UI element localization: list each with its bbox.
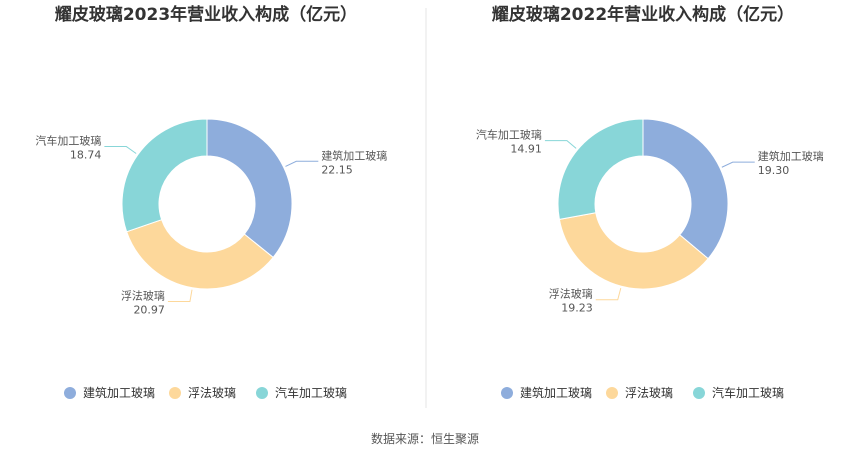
label-leader-line (285, 160, 319, 167)
slice-category-label: 汽车加工玻璃 (35, 134, 101, 148)
slice-value-label: 14.91 (510, 143, 542, 156)
chart-title-2022: 耀皮玻璃2022年营业收入构成（亿元） (492, 4, 794, 25)
legend-2022: 建筑加工玻璃 浮法玻璃 汽车加工玻璃 (501, 385, 784, 400)
legend-label[interactable]: 浮法玻璃 (188, 386, 236, 400)
legend-marker[interactable] (169, 387, 181, 399)
slice-category-label: 浮法玻璃 (549, 287, 593, 301)
slice-category-label: 浮法玻璃 (121, 289, 165, 303)
slice-category-label: 汽车加工玻璃 (476, 128, 542, 142)
slice-2023-0[interactable] (206, 118, 293, 259)
label-leader-line (104, 146, 137, 154)
slice-2023-1[interactable] (126, 219, 274, 290)
slice-2023-2[interactable] (121, 118, 208, 233)
legend-marker[interactable] (693, 387, 705, 399)
legend-2023: 建筑加工玻璃 浮法玻璃 汽车加工玻璃 (64, 385, 347, 400)
legend-marker[interactable] (256, 387, 268, 399)
legend-marker[interactable] (501, 387, 513, 399)
legend-label[interactable]: 汽车加工玻璃 (275, 385, 347, 400)
slice-value-label: 19.23 (561, 302, 593, 315)
slice-category-label: 建筑加工玻璃 (321, 148, 387, 162)
label-leader-line (595, 287, 622, 301)
legend-label[interactable]: 浮法玻璃 (625, 386, 673, 400)
legend-label[interactable]: 建筑加工玻璃 (520, 385, 592, 400)
legend-label[interactable]: 建筑加工玻璃 (83, 385, 155, 400)
slice-value-label: 18.74 (70, 149, 102, 162)
slice-value-label: 22.15 (321, 163, 353, 176)
slice-2022-2[interactable] (557, 118, 644, 220)
legend-marker[interactable] (606, 387, 618, 399)
slice-2022-1[interactable] (558, 212, 709, 290)
slice-category-label: 建筑加工玻璃 (758, 149, 824, 163)
legend-label[interactable]: 汽车加工玻璃 (712, 385, 784, 400)
slice-2022-0[interactable] (642, 118, 729, 260)
label-leader-line (544, 140, 577, 149)
slice-value-label: 19.30 (758, 164, 790, 177)
label-leader-line (167, 289, 193, 303)
label-leader-line (721, 161, 755, 168)
slice-value-label: 20.97 (133, 304, 165, 317)
legend-marker[interactable] (64, 387, 76, 399)
chart-title-2023: 耀皮玻璃2023年营业收入构成（亿元） (55, 4, 357, 25)
data-source: 数据来源：恒生聚源 (371, 431, 479, 446)
